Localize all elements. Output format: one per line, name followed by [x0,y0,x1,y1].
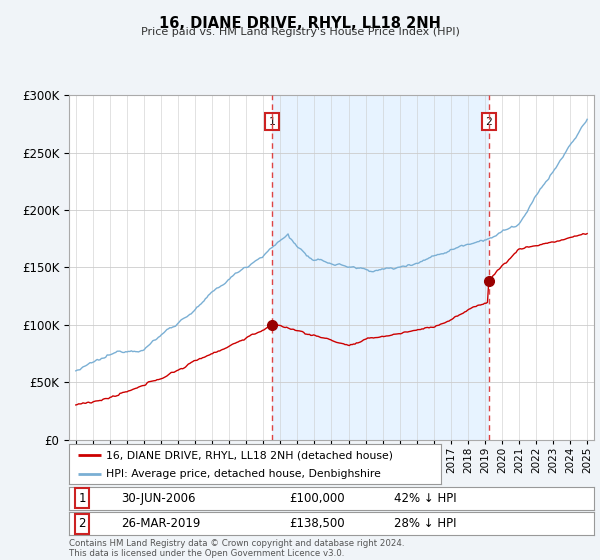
Text: £100,000: £100,000 [290,492,345,505]
Text: Contains HM Land Registry data © Crown copyright and database right 2024.
This d: Contains HM Land Registry data © Crown c… [69,539,404,558]
Bar [272,95,489,440]
Text: 16, DIANE DRIVE, RHYL, LL18 2NH (detached house): 16, DIANE DRIVE, RHYL, LL18 2NH (detache… [106,450,393,460]
Text: 42% ↓ HPI: 42% ↓ HPI [395,492,457,505]
Text: 30-JUN-2006: 30-JUN-2006 [121,492,196,505]
Text: 1: 1 [268,116,275,127]
Text: HPI: Average price, detached house, Denbighshire: HPI: Average price, detached house, Denb… [106,469,381,479]
Text: 28% ↓ HPI: 28% ↓ HPI [395,517,457,530]
Text: 2: 2 [485,116,492,127]
Text: 16, DIANE DRIVE, RHYL, LL18 2NH: 16, DIANE DRIVE, RHYL, LL18 2NH [159,16,441,31]
Text: 1: 1 [79,492,86,505]
Text: £138,500: £138,500 [290,517,345,530]
Text: Price paid vs. HM Land Registry's House Price Index (HPI): Price paid vs. HM Land Registry's House … [140,27,460,38]
Text: 2: 2 [79,517,86,530]
Text: 26-MAR-2019: 26-MAR-2019 [121,517,201,530]
